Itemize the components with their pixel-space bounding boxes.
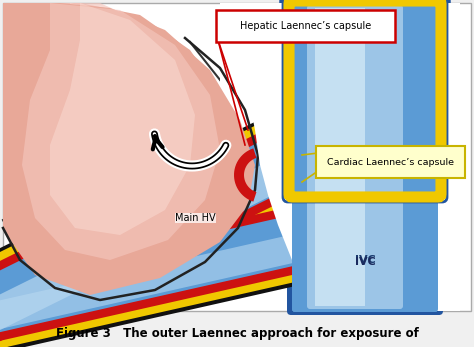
Text: Main HV: Main HV [175, 213, 216, 223]
Polygon shape [0, 150, 307, 334]
Polygon shape [3, 3, 240, 290]
Polygon shape [3, 3, 255, 295]
FancyBboxPatch shape [316, 146, 465, 178]
Polygon shape [230, 3, 460, 311]
Polygon shape [234, 149, 256, 202]
FancyBboxPatch shape [292, 2, 438, 312]
Polygon shape [45, 3, 195, 230]
Polygon shape [0, 112, 316, 347]
Polygon shape [220, 3, 460, 311]
FancyBboxPatch shape [216, 10, 395, 42]
Bar [315, 8, 365, 306]
Polygon shape [0, 123, 311, 343]
Polygon shape [0, 234, 300, 332]
Bar [315, 8, 370, 306]
Polygon shape [0, 215, 301, 336]
Text: IVC: IVC [355, 257, 375, 267]
Polygon shape [0, 200, 304, 347]
Polygon shape [22, 3, 220, 260]
Text: IVC: IVC [355, 255, 375, 265]
Polygon shape [0, 116, 315, 347]
Polygon shape [0, 130, 307, 336]
FancyBboxPatch shape [292, 2, 438, 312]
Bar [3, 3, 471, 311]
Polygon shape [0, 196, 305, 347]
Polygon shape [20, 3, 215, 255]
FancyBboxPatch shape [287, 0, 443, 315]
FancyBboxPatch shape [307, 5, 403, 309]
Text: Figure 3   The outer Laennec approach for exposure of: Figure 3 The outer Laennec approach for … [55, 328, 419, 340]
Polygon shape [0, 207, 302, 344]
Polygon shape [50, 3, 195, 235]
FancyBboxPatch shape [307, 5, 403, 309]
Text: Hepatic Laennec’s capsule: Hepatic Laennec’s capsule [240, 21, 371, 31]
Text: Cardiac Laennec’s capsule: Cardiac Laennec’s capsule [327, 158, 454, 167]
